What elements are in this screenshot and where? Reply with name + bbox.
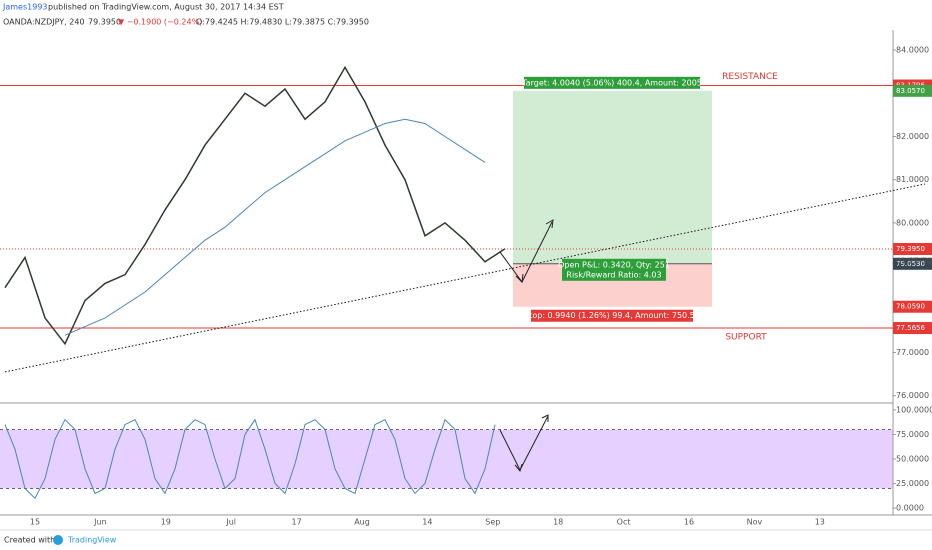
x-tick-label: Aug — [354, 518, 370, 527]
x-tick-label: Oct — [617, 518, 631, 527]
plot: 76.000077.000078.000079.000080.000081.00… — [0, 46, 932, 527]
price-tag — [893, 84, 932, 97]
target-zone — [513, 90, 712, 264]
x-tick-label: 13 — [815, 518, 825, 527]
x-tick-label: 15 — [30, 518, 40, 527]
stoch-band — [0, 429, 893, 489]
arrows — [499, 219, 554, 473]
arrow-head — [545, 219, 554, 229]
trendline — [4, 183, 926, 373]
y-tick-label: 80.0000 — [896, 218, 929, 227]
y-tick-label: 75.0000 — [896, 430, 929, 439]
x-tick-label: 17 — [292, 518, 302, 527]
arrow-head — [515, 273, 524, 284]
change: ▼ −0.1900 (−0.24%) — [118, 18, 202, 27]
stop-label-bg — [531, 309, 693, 322]
rr-label: Risk/Reward Ratio: 4.03 — [566, 270, 661, 279]
price-tag-label: 83.0570 — [896, 87, 925, 95]
y-tick-label: 82.0000 — [896, 132, 929, 141]
support-label: SUPPORT — [725, 333, 767, 343]
y-tick-label: 81.0000 — [896, 175, 929, 184]
x-tick-label: Sep — [485, 518, 500, 527]
ohlc: O:79.4245 H:79.4830 L:79.3875 C:79.3950 — [196, 18, 369, 27]
price-tag-label: 79.0530 — [896, 260, 925, 268]
x-tick-label: Nov — [747, 518, 763, 527]
series-line — [64, 118, 486, 336]
stop-label: Stop: 0.9940 (1.26%) 99.4, Amount: 750.5… — [524, 311, 700, 320]
price-tag — [893, 322, 932, 335]
logo — [53, 535, 63, 545]
x-tick-label: 18 — [553, 518, 563, 527]
symbol: OANDA:NZDJPY, 240 — [3, 18, 85, 27]
published: published on TradingView.com, August 30,… — [48, 3, 284, 12]
y-tick-label: 50.0000 — [896, 455, 929, 464]
footer-created: Created with — [4, 536, 55, 545]
y-tick-label: 100.0000 — [896, 405, 932, 414]
price-tag — [893, 300, 932, 313]
arrow-head — [541, 414, 549, 422]
y-tick-label: 77.0000 — [896, 348, 929, 357]
x-tick-label: Jun — [93, 518, 107, 527]
y-tick-label: 84.0000 — [896, 46, 929, 55]
publisher[interactable]: James1993 — [2, 3, 48, 12]
x-tick-label: 16 — [684, 518, 694, 527]
y-tick-label: 76.0000 — [896, 391, 929, 400]
x-tick-label: 19 — [161, 518, 171, 527]
footer-brand[interactable]: TradingView — [67, 536, 117, 545]
countdown: 01:25:50 — [896, 257, 932, 266]
series-line — [4, 65, 506, 346]
price-tag-label: 77.5656 — [896, 324, 925, 332]
x-tick-label: 14 — [422, 518, 432, 527]
pnl-label: Open P&L: 0.3420, Qty: 251 — [558, 260, 670, 269]
price-tag — [893, 257, 932, 270]
y-tick-label: 25.0000 — [896, 479, 929, 488]
series-line — [4, 418, 496, 500]
price-tag — [893, 243, 932, 256]
arrow-head — [514, 463, 523, 473]
x-tick-label: Jul — [225, 518, 236, 527]
resistance-label: RESISTANCE — [722, 72, 778, 82]
target-label: Target: 4.0040 (5.06%) 400.4, Amount: 20… — [521, 78, 702, 87]
last: 79.3950 — [88, 18, 121, 27]
price-tag-label: 78.0590 — [896, 303, 925, 311]
pnl-bg — [562, 258, 666, 281]
target-label-bg — [524, 76, 700, 89]
price-tag-label: 79.3950 — [896, 245, 925, 253]
y-tick-label: 0.0000 — [896, 504, 924, 513]
